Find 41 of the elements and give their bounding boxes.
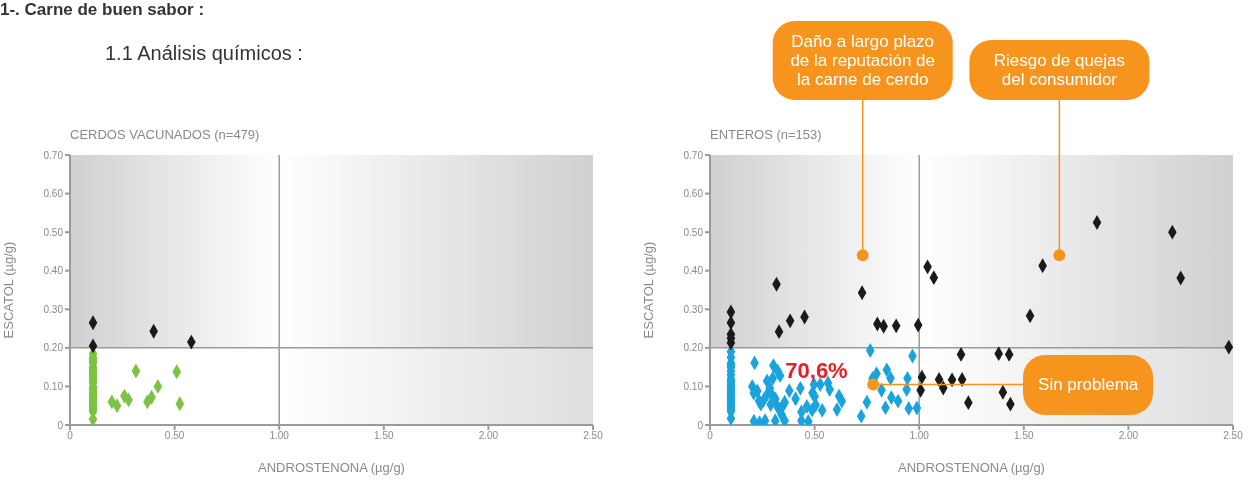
x-tick-label: 2.00 <box>1118 430 1139 442</box>
x-tick-label: 0 <box>707 430 714 442</box>
x-tick-label: 0.50 <box>164 430 185 442</box>
y-tick-label: 0.60 <box>43 188 64 200</box>
y-tick-label: 0.40 <box>43 265 64 277</box>
y-tick-label: 0.70 <box>683 149 704 161</box>
y-tick-label: 0.50 <box>683 226 704 238</box>
y-tick-label: 0 <box>697 419 704 431</box>
y-tick-label: 0.10 <box>683 380 704 392</box>
annotation: Daño a largo plazo de la reputación de la carne de cerdo <box>790 32 936 89</box>
x-axis-title: ANDROSTENONA (µg/g) <box>898 460 1045 475</box>
x-tick-label: 0 <box>67 430 74 442</box>
x-tick-label: 0.50 <box>804 430 825 442</box>
y-axis-title: ESCATOL (µg/g) <box>640 241 656 339</box>
y-tick-label: 0.20 <box>683 342 704 354</box>
y-tick-label: 0.30 <box>43 303 64 315</box>
x-tick-label: 1.00 <box>269 430 290 442</box>
annotation: Sin problema <box>1038 375 1139 394</box>
x-tick-label: 2.50 <box>583 430 604 442</box>
y-tick-label: 0.10 <box>43 380 64 392</box>
y-tick-label: 0.60 <box>683 188 704 200</box>
y-tick-label: 0.50 <box>43 226 64 238</box>
y-tick-label: 0.70 <box>43 149 64 161</box>
callout-box: Sin problema <box>1023 354 1154 415</box>
annotation: Riesgo de quejas del consumidor <box>993 51 1126 89</box>
x-axis-title: ANDROSTENONA (µg/g) <box>258 460 405 475</box>
x-tick-label: 2.50 <box>1223 430 1244 442</box>
annotation: 70,6% <box>785 357 848 384</box>
text: 1.1 Análisis químicos : <box>105 42 303 65</box>
x-tick-label: 1.50 <box>1014 430 1034 442</box>
x-tick-label: 1.00 <box>909 430 930 442</box>
y-tick-label: 0.40 <box>683 265 704 277</box>
y-tick-label: 0 <box>57 419 64 431</box>
x-tick-label: 1.50 <box>374 430 394 442</box>
chart-title: CERDOS VACUNADOS (n=479) <box>70 127 260 142</box>
y-tick-label: 0.20 <box>43 342 64 354</box>
y-axis-title: ESCATOL (µg/g) <box>0 241 16 339</box>
chart-title: ENTEROS (n=153) <box>710 127 822 142</box>
y-tick-label: 0.30 <box>683 303 704 315</box>
text: 1-. Carne de buen sabor : <box>0 0 205 20</box>
x-tick-label: 2.00 <box>478 430 499 442</box>
